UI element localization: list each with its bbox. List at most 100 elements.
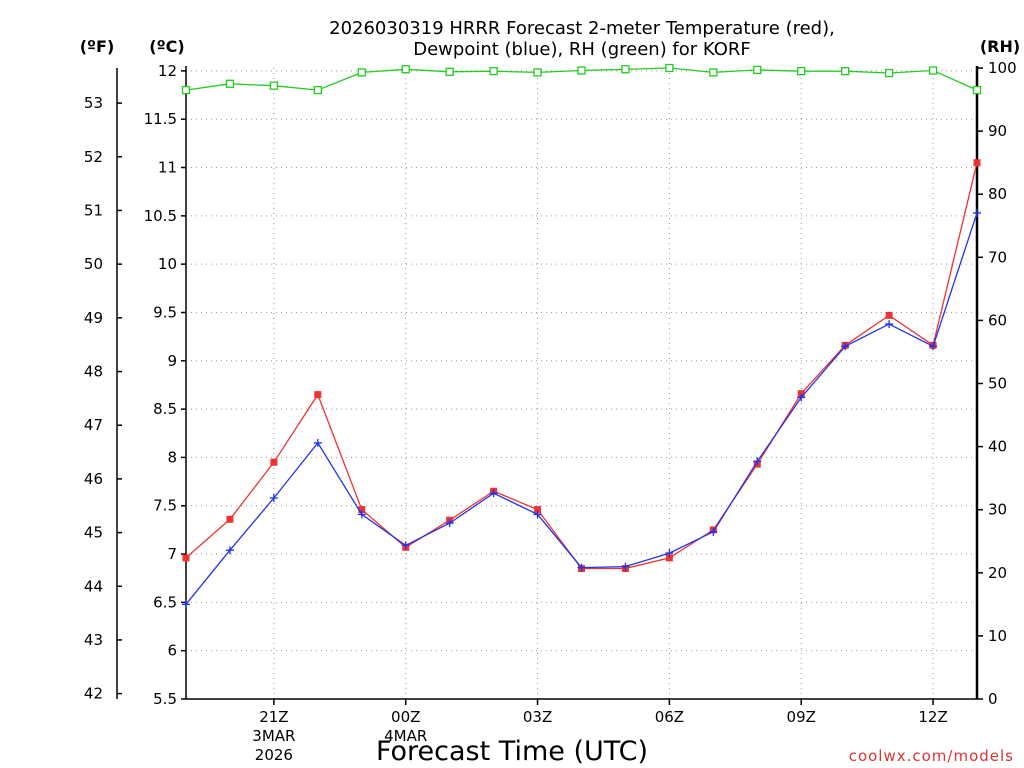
rh-tick-label: 30 xyxy=(988,501,1007,519)
chart-title-line2: Dewpoint (blue), RH (green) for KORF xyxy=(413,39,751,60)
watermark: coolwx.com/models xyxy=(849,747,1014,765)
time-tick-label: 4MAR xyxy=(384,727,427,745)
temperature-line xyxy=(185,162,978,570)
time-tick-label: 12Z xyxy=(918,708,947,726)
rh-point xyxy=(665,63,674,73)
rh-point xyxy=(841,67,850,76)
fahrenheit-axis: 42 43 44 45 46 47 48 49 50 51 52 53 xyxy=(84,94,122,703)
celsius-axis: 5.5 6 6.5 7 7.5 8 8.5 9 9.5 10 10.5 11 11.5 12 xyxy=(144,62,186,708)
temperature-point xyxy=(226,515,234,523)
time-tick-label: 03Z xyxy=(523,708,552,726)
dewpoint-point xyxy=(665,549,674,558)
time-tick-label: 09Z xyxy=(787,708,816,726)
rh-point xyxy=(928,66,938,75)
rh-axis: 0 10 20 30 40 50 60 70 80 90 100 xyxy=(977,59,1017,708)
dewpoint-point xyxy=(621,562,630,571)
chart-title-line1: 2026030319 HRRR Forecast 2-meter Tempera… xyxy=(329,18,835,39)
celsius-tick-label: 9.5 xyxy=(153,303,177,321)
time-tick-label: 06Z xyxy=(655,708,684,726)
celsius-tick-label: 7.5 xyxy=(153,497,177,515)
rh-point xyxy=(401,65,410,74)
dewpoint-point xyxy=(929,342,938,351)
fahrenheit-tick-label: 47 xyxy=(84,416,103,434)
rh-point xyxy=(225,79,235,88)
dewpoint-point xyxy=(182,600,190,609)
x-axis-label: Forecast Time (UTC) xyxy=(376,736,648,767)
dewpoint-point xyxy=(313,438,322,447)
rh-tick-label: 60 xyxy=(988,311,1007,329)
dewpoint-point xyxy=(973,208,981,217)
dewpoint-point xyxy=(841,342,850,351)
dewpoint-point xyxy=(445,519,454,528)
celsius-tick-label: 8 xyxy=(167,448,177,466)
fahrenheit-tick-label: 42 xyxy=(84,685,103,703)
temperature-point xyxy=(270,458,278,466)
rh-tick-label: 10 xyxy=(988,627,1007,645)
rh-point xyxy=(269,81,279,90)
dewpoint-point xyxy=(797,393,806,402)
rh-tick-label: 90 xyxy=(988,122,1007,140)
celsius-tick-label: 11.5 xyxy=(144,110,177,128)
celsius-tick-label: 7 xyxy=(167,545,177,563)
fahrenheit-tick-label: 45 xyxy=(84,524,103,542)
rh-tick-label: 40 xyxy=(988,438,1007,456)
fahrenheit-tick-label: 50 xyxy=(84,255,103,273)
fahrenheit-tick-label: 52 xyxy=(84,148,103,166)
temperature-point xyxy=(182,554,190,562)
dewpoint-point xyxy=(489,489,498,498)
celsius-tick-label: 9 xyxy=(167,352,177,370)
temperature-point xyxy=(973,159,981,167)
time-tick-label: 2026 xyxy=(255,746,293,764)
rh-point xyxy=(797,67,806,76)
rh-point xyxy=(489,67,498,76)
rh-tick-label: 50 xyxy=(988,375,1007,393)
rh-point xyxy=(709,68,718,77)
rh-point xyxy=(445,67,454,76)
dewpoint-line xyxy=(185,212,978,605)
dewpoint-point xyxy=(401,541,410,550)
temperature-point xyxy=(534,506,542,514)
rh-tick-label: 20 xyxy=(988,564,1007,582)
rh-tick-label: 100 xyxy=(988,59,1017,77)
temperature-point xyxy=(885,311,893,319)
dewpoint-point xyxy=(357,510,366,519)
dewpoint-point xyxy=(225,546,234,555)
rh-tick-label: 0 xyxy=(988,690,998,708)
fahrenheit-tick-label: 46 xyxy=(84,470,103,488)
fahrenheit-tick-label: 43 xyxy=(84,631,103,649)
celsius-tick-label: 10.5 xyxy=(144,207,177,225)
rh-point xyxy=(533,68,542,77)
dewpoint-point xyxy=(577,563,586,572)
temperature-point xyxy=(358,506,366,514)
celsius-tick-label: 11 xyxy=(158,159,177,177)
rh-point xyxy=(577,66,586,75)
rh-point xyxy=(972,85,982,95)
rh-point xyxy=(753,65,762,75)
celsius-unit-label: (ºC) xyxy=(149,37,184,56)
celsius-tick-label: 12 xyxy=(158,62,177,80)
dewpoint-point xyxy=(533,510,542,519)
fahrenheit-tick-label: 48 xyxy=(84,363,103,381)
rh-point xyxy=(357,68,366,77)
rh-point xyxy=(621,65,630,74)
temperature-point xyxy=(314,391,322,399)
celsius-tick-label: 10 xyxy=(158,255,177,273)
dewpoint-point xyxy=(269,494,278,503)
rh-tick-label: 70 xyxy=(988,248,1007,266)
celsius-tick-label: 6.5 xyxy=(153,593,177,611)
dewpoint-point xyxy=(885,320,894,329)
fahrenheit-tick-label: 44 xyxy=(84,577,103,595)
fahrenheit-tick-label: 49 xyxy=(84,309,103,327)
rh-unit-label: (RH) xyxy=(980,37,1020,56)
rh-tick-label: 80 xyxy=(988,185,1007,203)
celsius-tick-label: 6 xyxy=(167,642,177,660)
fahrenheit-unit-label: (ºF) xyxy=(80,37,115,56)
dewpoint-point xyxy=(753,457,762,466)
grid-lines xyxy=(186,68,977,699)
fahrenheit-tick-label: 53 xyxy=(84,94,103,112)
temperature-point xyxy=(665,554,673,562)
fahrenheit-tick-label: 51 xyxy=(84,201,103,219)
celsius-tick-label: 5.5 xyxy=(153,690,177,708)
